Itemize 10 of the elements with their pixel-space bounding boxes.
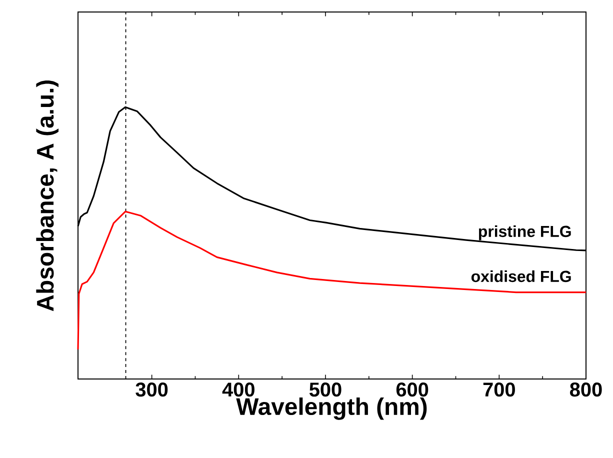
- y-axis-title: Absorbance, A (a.u.): [36, 80, 58, 312]
- x-tick-label: 700: [483, 382, 515, 397]
- x-tick-label: 500: [309, 382, 342, 397]
- series-label: pristine FLG: [478, 225, 571, 240]
- x-tick-label: 600: [396, 382, 428, 397]
- series-label: oxidised FLG: [471, 270, 571, 282]
- x-tick-label: 300: [136, 382, 168, 397]
- x-tick-label: 800: [570, 382, 602, 397]
- x-axis-title: Wavelength (nm): [236, 397, 427, 420]
- x-tick-label: 400: [222, 382, 254, 397]
